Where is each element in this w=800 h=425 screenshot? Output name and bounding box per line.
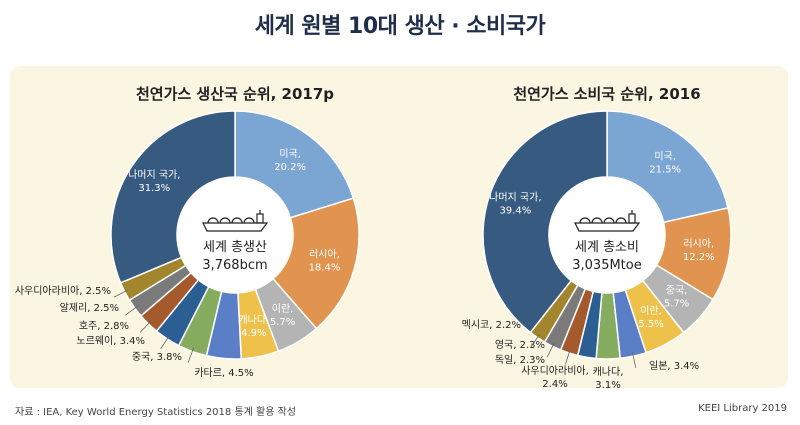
lng-ship-icon [574,210,641,232]
slice-name-label: 미국, [654,150,676,162]
leader-line [160,335,170,350]
leader-line [632,352,637,368]
slice-label: 멕시코, 2.2% [462,319,521,331]
slice-name-label: 중국, [666,285,688,297]
slice-name-label: 미국, [279,148,301,160]
slice-value-label: 31.3% [138,183,170,194]
slice-1 [234,110,355,219]
leader-line [530,334,540,348]
chart-title: 천연가스 소비국 순위, 2016 [513,85,700,103]
source-note: 자료 : IEA, Key World Energy Statistics 20… [15,407,297,418]
slice-value-label: 5.5% [638,319,663,330]
slice-value-label: 4.9% [241,328,266,339]
slice-label: 카타르, 4.5% [194,367,253,379]
slice-label: 사우디아라비아, 2.5% [15,285,111,297]
slice-label: 중국, 3.8% [132,351,182,363]
slice-11 [482,110,608,334]
leader-line [113,289,129,298]
lng-ship-icon [202,210,269,232]
donut-hole [178,178,292,292]
slice-2 [272,197,360,330]
slice-value-label: 39.4% [499,205,531,216]
slice-label: 알제리, 2.5% [60,302,119,314]
donut-chart-1: 천연가스 생산국 순위, 2017p 미국, 20.2% 러시아, 18.4% 이란, 5.… [15,85,360,379]
slice-label: 독일, 2.3% [495,354,545,366]
slice-name-label: 사우디아라비아, [521,365,589,377]
slice-value-label: 21.5% [649,164,681,175]
slice-label: 영국, 2.3% [495,339,545,351]
slice-name-label: 이란, [640,305,662,317]
slice-11 [110,110,236,284]
leader-line [124,305,139,316]
slice-name-label: 러시아, [683,238,714,250]
slice-label: 일본, 3.4% [649,360,699,372]
slice-name-label: 캐나다, [238,314,269,326]
slice-name-label: 러시아, [309,248,340,260]
center-value: 3,035Mtoe [572,258,641,273]
slice-value-label: 12.2% [683,252,715,263]
leader-line [564,349,571,365]
slice-value-label: 3.1% [595,380,620,391]
slice-name-label: 이란, [272,303,294,315]
slice-value-label: 2.4% [542,379,567,390]
slice-label: 노르웨이, 3.4% [76,335,145,347]
chart-title: 천연가스 생산국 순위, 2017p [136,85,334,103]
leader-line [187,347,195,363]
slice-name-label: 캐나다, [593,366,624,378]
center-label: 세계 총생산 [203,240,267,255]
center-label: 세계 총소비 [575,240,639,255]
leader-line [546,342,555,358]
slice-value-label: 20.2% [274,162,306,173]
donut-hole [550,178,664,292]
center-value: 3,768bcm [202,258,267,273]
slice-name-label: 나머지 국가, [128,169,180,181]
credit-note: KEEI Library 2019 [698,403,787,414]
slice-value-label: 18.4% [309,262,341,273]
leader-line [139,320,152,333]
slice-name-label: 나머지 국가, [489,191,541,203]
slice-value-label: 5.7% [270,317,295,328]
slice-1 [606,110,729,224]
donut-chart-2: 천연가스 소비국 순위, 2016 미국, 21.5% 러시아, 12.2% 중국, 5.7… [462,85,732,391]
slice-label: 호주, 2.8% [79,320,129,332]
page-title: 세계 원별 10대 생산 · 소비국가 [254,14,546,39]
slice-value-label: 5.7% [664,299,689,310]
